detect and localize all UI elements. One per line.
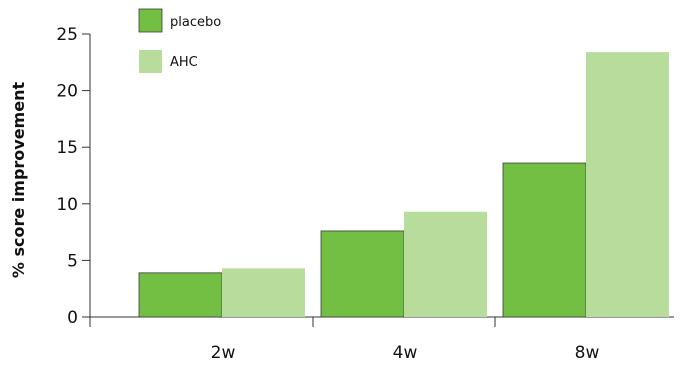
y-axis-label: % score improvement — [9, 82, 28, 279]
y-tick-label: 15 — [56, 138, 78, 158]
y-tick-label: 25 — [56, 25, 78, 45]
bar-ahc-2w — [222, 268, 305, 317]
legend-swatch-ahc — [139, 50, 162, 73]
x-category-label: 2w — [211, 343, 236, 363]
legend: placebo AHC — [138, 8, 221, 73]
legend-label-placebo: placebo — [170, 15, 221, 30]
bar-ahc-4w — [404, 211, 487, 317]
y-tick-label: 20 — [56, 82, 78, 102]
bar-ahc-8w — [586, 52, 669, 317]
bar-placebo-8w — [502, 162, 587, 318]
y-tick-label: 0 — [67, 308, 78, 328]
bar-placebo-4w — [320, 230, 405, 318]
y-tick-label: 5 — [67, 251, 78, 271]
bar-placebo-2w — [138, 272, 223, 318]
legend-label-ahc: AHC — [170, 55, 198, 70]
y-tick-label: 10 — [56, 195, 78, 215]
legend-swatch-placebo — [138, 8, 163, 33]
bars — [138, 52, 669, 318]
x-category-label: 4w — [393, 343, 418, 363]
x-category-label: 8w — [575, 343, 600, 363]
